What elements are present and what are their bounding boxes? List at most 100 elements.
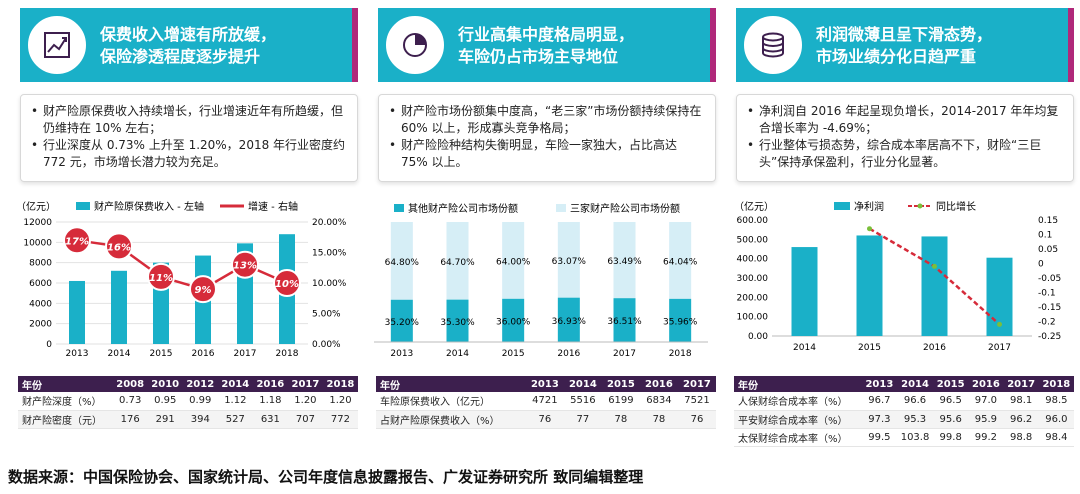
table-header-cell: 2016	[252, 376, 288, 392]
table-header-cell: 2018	[1038, 376, 1074, 392]
y2-tick-label: 0.00%	[312, 340, 341, 350]
legend-label: 其他财产险公司市场份额	[408, 202, 518, 215]
table-cell: 78	[601, 410, 640, 429]
table-cell: 103.8	[896, 428, 934, 447]
y-tick-label: 10000	[23, 238, 52, 248]
table-cell: 96.2	[1003, 410, 1039, 429]
bullet-box: 财产险市场份额集中度高，“老三家”市场份额持续保持在 60% 以上，形成寡头竞争…	[378, 94, 716, 182]
table-header-cell: 2018	[322, 376, 358, 392]
table-cell: 76	[525, 410, 564, 429]
growth-data-label: 16%	[107, 242, 131, 253]
table-row: 财产险密度（元） 176 291 394 527 631 707 772	[18, 410, 358, 429]
data-table-auto-insurance: 年份 2013 2014 2015 2016 2017 车险原保费收入（亿元） 4721 551…	[376, 376, 716, 429]
x-tick-label: 2014	[793, 343, 816, 353]
x-tick-label: 2015	[150, 349, 173, 359]
y-tick-label: 6000	[29, 279, 52, 289]
table-cell: 占财产险原保费收入（%）	[376, 410, 526, 429]
table-cell: 4721	[525, 392, 564, 411]
table-cell: 96.0	[1038, 410, 1074, 429]
chart-premium-svg: （亿元） 财产险原保费收入 - 左轴 增速 - 右轴 0 2000 4000 6000 800…	[16, 200, 347, 359]
table-cell: 527	[217, 410, 253, 429]
table-cell: 98.4	[1038, 428, 1074, 447]
table-header-cell: 2016	[968, 376, 1004, 392]
growth-marker	[105, 232, 133, 261]
table-header-cell: 2017	[677, 376, 716, 392]
table-row: 车险原保费收入（亿元） 4721 5516 6199 6834 7521	[376, 392, 716, 411]
legend-label: 同比增长	[936, 200, 976, 213]
y-tick-label: 8000	[29, 259, 52, 269]
unit-label: （亿元）	[734, 200, 774, 213]
table-cell: 人保财综合成本率（%）	[734, 392, 862, 411]
icon-badge	[28, 16, 86, 74]
y2-tick-label: 0.1	[1038, 231, 1052, 241]
table-cell: 99.2	[968, 428, 1004, 447]
bullet-box: 财产险原保费收入持续增长，行业增速近年有所趋缓，但仍维持在 10% 左右； 行业…	[20, 94, 358, 182]
data-label: 35.96%	[663, 317, 698, 327]
table-header-cell: 2014	[217, 376, 253, 392]
data-label: 35.20%	[385, 318, 420, 328]
table-cell: 98.5	[1038, 392, 1074, 411]
y2-tick-label: 0.15	[1038, 216, 1058, 226]
data-label: 64.00%	[496, 257, 531, 267]
table-cell: 772	[322, 410, 358, 429]
y-tick-label: 300.00	[737, 274, 769, 284]
bullet-item: 财产险原保费收入持续增长，行业增速近年有所趋缓，但仍维持在 10% 左右；	[31, 103, 347, 137]
pie-chart-icon	[395, 25, 435, 65]
growth-data-label: 11%	[149, 273, 173, 284]
table-cell: 95.3	[896, 410, 934, 429]
table-cell: 5516	[563, 392, 602, 411]
table-cell: 291	[147, 410, 183, 429]
bar-segment-other	[390, 222, 413, 300]
table-cell: 394	[182, 410, 218, 429]
table-cell: 财产险密度（元）	[18, 410, 113, 429]
x-tick-label: 2017	[613, 349, 636, 359]
table-cell: 176	[112, 410, 148, 429]
x-tick-label: 2014	[446, 349, 469, 359]
table-cell: 0.73	[112, 392, 148, 411]
x-tick-label: 2015	[858, 343, 881, 353]
table-header-cell: 2015	[933, 376, 969, 392]
panel-profit-decline: 利润微薄且呈下滑态势， 市场业绩分化日趋严重 净利润自 2016 年起呈现负增长…	[728, 0, 1074, 460]
data-table-depth-density: 年份 2008 2010 2012 2014 2016 2017 2018 财产险深度（%） 0.…	[18, 376, 358, 429]
bullet-item: 净利润自 2016 年起呈现负增长，2014-2017 年年均复合增长率为 -4…	[747, 103, 1063, 137]
table-cell: 96.6	[896, 392, 934, 411]
y-tick-label: 0	[46, 340, 52, 350]
legend-label: 增速 - 右轴	[248, 200, 298, 213]
growth-data-label: 17%	[65, 236, 89, 247]
table-cell: 1.18	[252, 392, 288, 411]
legend-label: 三家财产险公司市场份额	[570, 202, 680, 215]
bullet-item: 行业整体亏损态势，综合成本率居高不下，财险“三巨头”保持承保盈利，行业分化显著。	[747, 137, 1063, 171]
growth-marker	[932, 263, 937, 269]
x-tick-label: 2014	[108, 349, 131, 359]
panel-premium-growth: 保费收入增速有所放缓， 保险渗透程度逐步提升 财产险原保费收入持续增长，行业增速…	[12, 0, 358, 460]
banner-title: 保费收入增速有所放缓， 保险渗透程度逐步提升	[100, 24, 276, 68]
bar-segment-big-three	[669, 298, 692, 342]
table-header-cell: 2015	[601, 376, 640, 392]
table-row: 财产险深度（%） 0.73 0.95 0.99 1.12 1.18 1.20 1.20	[18, 392, 358, 411]
table-cell: 1.12	[217, 392, 253, 411]
table-cell: 95.9	[968, 410, 1004, 429]
y-tick-label: 0.00	[748, 332, 768, 342]
table-header-cell: 年份	[376, 376, 526, 392]
chart-net-profit: （亿元） 净利润 同比增长 0.00 100.00 200.00 300.00 400.00 5…	[728, 196, 1074, 366]
x-tick-label: 2015	[502, 349, 525, 359]
x-tick-label: 2017	[988, 343, 1011, 353]
data-label: 63.49%	[607, 257, 642, 267]
y-tick-label: 400.00	[737, 255, 769, 265]
banner-line-1: 行业高集中度格局明显，	[458, 25, 635, 44]
y2-tick-label: -0.25	[1038, 332, 1061, 342]
table-row: 占财产险原保费收入（%） 76 77 78 78 76	[376, 410, 716, 429]
source-footer: 数据来源：中国保险协会、国家统计局、公司年度信息披露报告、广发证券研究所 致同编…	[8, 468, 644, 486]
y2-tick-label: 15.00%	[312, 249, 347, 259]
icon-badge	[744, 16, 802, 74]
growth-data-label: 10%	[275, 279, 299, 290]
bar-segment-other	[613, 222, 636, 299]
table-cell: 财产险深度（%）	[18, 392, 113, 411]
bar	[69, 280, 85, 344]
table-row: 平安财综合成本率（%） 97.3 95.3 95.6 95.9 96.2 96.0	[734, 410, 1074, 429]
table-cell: 96.7	[861, 392, 897, 411]
growth-marker	[147, 262, 175, 291]
table-cell: 车险原保费收入（亿元）	[376, 392, 526, 411]
banner-title: 行业高集中度格局明显， 车险仍占市场主导地位	[458, 24, 634, 68]
banner-line-1: 保费收入增速有所放缓，	[100, 25, 277, 44]
